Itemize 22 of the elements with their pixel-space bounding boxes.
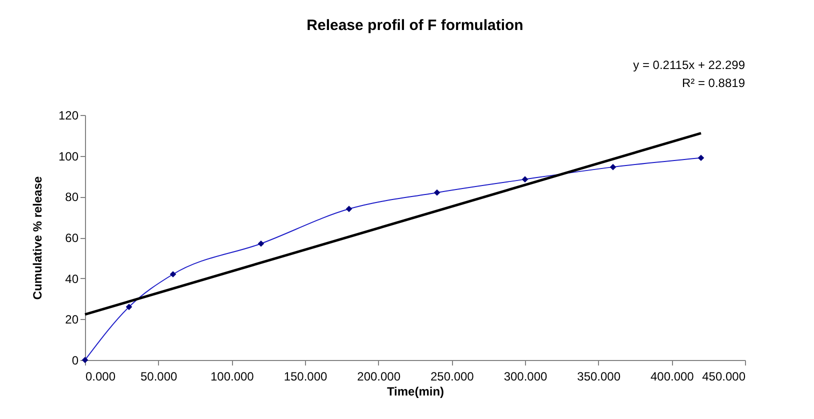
y-tick-label: 120 [58, 108, 79, 122]
x-tick-label: 200.000 [357, 370, 401, 384]
text: y = 0.2115x + 22.299 [633, 58, 746, 72]
y-tick-label: 80 [65, 190, 79, 204]
text: R² = 0.8819 [682, 76, 746, 90]
x-tick-label: 150.000 [284, 370, 328, 384]
y-axis-title: Cumulative % release [30, 176, 44, 300]
x-tick-label: 300.000 [504, 370, 548, 384]
y-tick-label: 60 [65, 231, 79, 245]
y-tick-label: 40 [65, 272, 79, 286]
x-tick-label: 100.000 [210, 370, 254, 384]
x-axis-title: Time(min) [386, 384, 444, 398]
x-tick-label: 350.000 [577, 370, 621, 384]
y-tick-label: 0 [72, 354, 79, 368]
y-tick-label: 100 [58, 149, 79, 164]
x-tick-label: 400.000 [650, 370, 694, 384]
chart-title: Release profil of F formulation [306, 17, 524, 34]
x-tick-label: 250.000 [430, 370, 474, 384]
x-tick-label: 0.000 [86, 370, 116, 384]
x-tick-label: 50.000 [140, 370, 178, 384]
y-tick-label: 20 [65, 312, 79, 327]
x-tick-label: 450.000 [702, 370, 746, 384]
